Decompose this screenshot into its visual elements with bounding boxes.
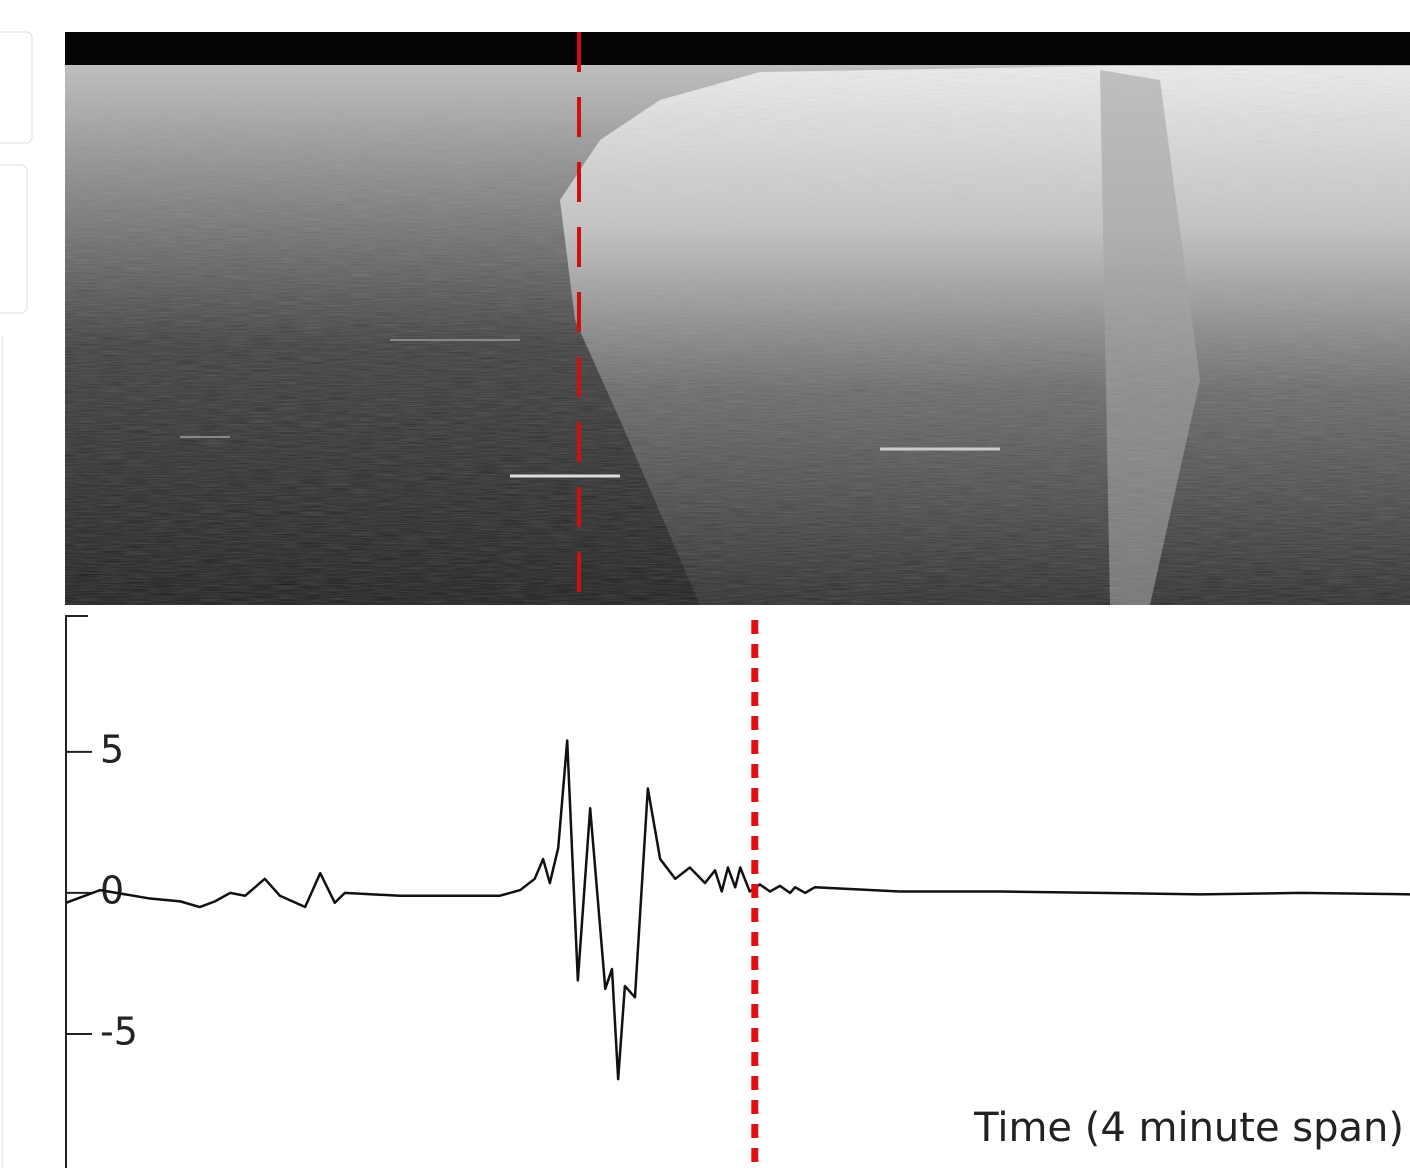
x-axis-label: Time (4 minute span)	[973, 1105, 1404, 1151]
y-tick-label: -5	[100, 1009, 138, 1053]
y-tick-label: 5	[100, 727, 124, 771]
side-panel[interactable]	[0, 164, 28, 314]
spectrogram	[65, 32, 1410, 605]
side-panel[interactable]	[0, 31, 33, 144]
line-series	[65, 739, 1410, 1081]
